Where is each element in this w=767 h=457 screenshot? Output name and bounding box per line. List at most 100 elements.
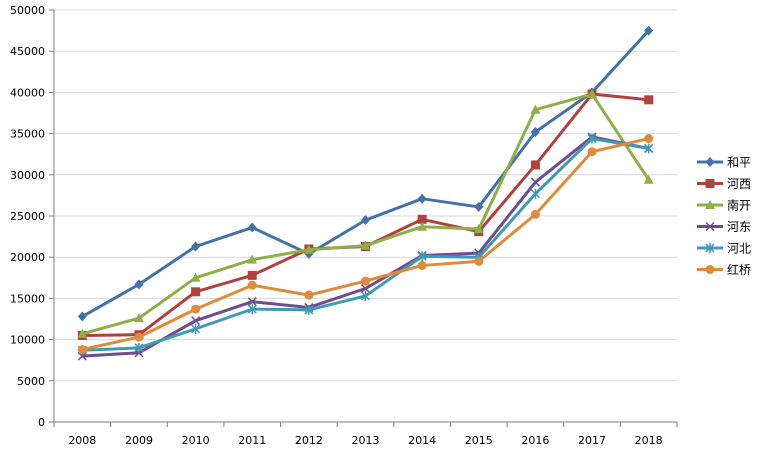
legend-item: 河东: [697, 220, 751, 234]
y-tick-label: 20000: [10, 251, 45, 264]
data-point: [361, 276, 370, 286]
data-point: [417, 251, 427, 262]
data-point: [191, 316, 201, 326]
legend-label: 河西: [727, 177, 751, 191]
series-4: [77, 133, 654, 356]
legend-label: 南开: [727, 198, 751, 213]
data-point: [705, 221, 715, 232]
x-tick-label: 2014: [408, 434, 436, 447]
data-point: [134, 279, 144, 290]
data-point: [474, 201, 484, 212]
y-tick-label: 0: [38, 416, 45, 429]
x-tick-label: 2011: [238, 434, 266, 447]
data-point: [304, 304, 314, 315]
data-point: [644, 143, 654, 154]
y-tick-label: 15000: [10, 292, 45, 305]
data-point: [360, 283, 371, 294]
data-point: [417, 193, 427, 204]
data-point: [530, 104, 541, 114]
data-point: [644, 95, 654, 105]
data-point: [530, 160, 540, 170]
series-1: [77, 89, 654, 340]
data-point: [587, 89, 598, 99]
legend-label: 和平: [727, 156, 751, 170]
data-point: [134, 342, 144, 353]
y-tick-label: 50000: [10, 4, 45, 17]
data-point: [134, 332, 144, 342]
legend-label: 红桥: [727, 262, 751, 277]
data-point: [191, 323, 201, 334]
x-tick-label: 2008: [68, 434, 96, 447]
x-tick-label: 2013: [352, 434, 380, 447]
data-point: [247, 297, 257, 307]
data-point: [361, 215, 370, 226]
series-0: [77, 25, 654, 322]
data-point: [77, 328, 88, 338]
y-tick-label: 10000: [10, 334, 45, 347]
data-point-stroke: [360, 283, 371, 294]
y-tick-label: 45000: [10, 45, 45, 58]
data-point: [705, 200, 715, 209]
data-point-stroke: [705, 221, 715, 232]
data-point: [417, 214, 427, 224]
x-tick-label: 2018: [635, 434, 663, 447]
axis-layer: 0 5000 10000 15000 20000 25000 30000 35000 40000…: [10, 4, 678, 447]
data-point: [133, 313, 144, 323]
x-tick-label: 2010: [182, 434, 210, 447]
data-point-stroke: [247, 297, 257, 307]
legend-item: 红桥: [697, 262, 751, 277]
y-tick-label: 30000: [10, 169, 45, 182]
data-point: [360, 240, 371, 250]
data-point: [530, 126, 540, 137]
data-point: [644, 134, 654, 144]
data-point: [530, 209, 540, 219]
data-point: [191, 287, 201, 297]
y-tick-label: 35000: [10, 128, 45, 141]
data-point: [191, 304, 201, 314]
data-point: [705, 265, 715, 274]
data-point: [643, 174, 654, 184]
x-tick-label: 2017: [578, 434, 606, 447]
x-tick-label: 2009: [125, 434, 153, 447]
data-point: [77, 344, 87, 354]
data-point: [473, 224, 484, 234]
data-point: [587, 133, 597, 144]
data-point: [530, 188, 540, 199]
data-point: [247, 254, 258, 264]
data-point: [705, 179, 715, 188]
data-point: [77, 311, 87, 322]
data-point: [247, 270, 257, 280]
legend-item: 河北: [697, 242, 751, 256]
x-tick-label: 2012: [295, 434, 323, 447]
legend-label: 河东: [727, 220, 751, 234]
data-point: [304, 290, 314, 300]
data-point: [587, 147, 597, 157]
data-point: [360, 290, 371, 301]
legend-item: 南开: [697, 198, 751, 213]
y-tick-label: 40000: [10, 86, 45, 99]
data-point-stroke: [191, 316, 201, 326]
data-point: [247, 304, 257, 315]
series-layer: [77, 25, 654, 361]
legend-item: 河西: [697, 177, 751, 191]
data-point: [191, 241, 201, 252]
data-point: [190, 272, 201, 282]
grid-layer: [54, 9, 677, 382]
data-point: [705, 243, 715, 253]
data-point: [303, 244, 314, 254]
legend-label: 河北: [727, 242, 751, 256]
y-tick-label: 25000: [10, 210, 45, 223]
data-point: [247, 222, 257, 233]
data-point: [530, 177, 540, 187]
x-tick-label: 2015: [465, 434, 493, 447]
data-point-stroke: [530, 177, 540, 187]
data-point: [474, 256, 484, 266]
series-2: [77, 89, 654, 338]
data-point: [417, 260, 427, 270]
y-tick-label: 5000: [17, 375, 45, 388]
legend-item: 和平: [697, 156, 751, 170]
data-point: [705, 157, 715, 167]
